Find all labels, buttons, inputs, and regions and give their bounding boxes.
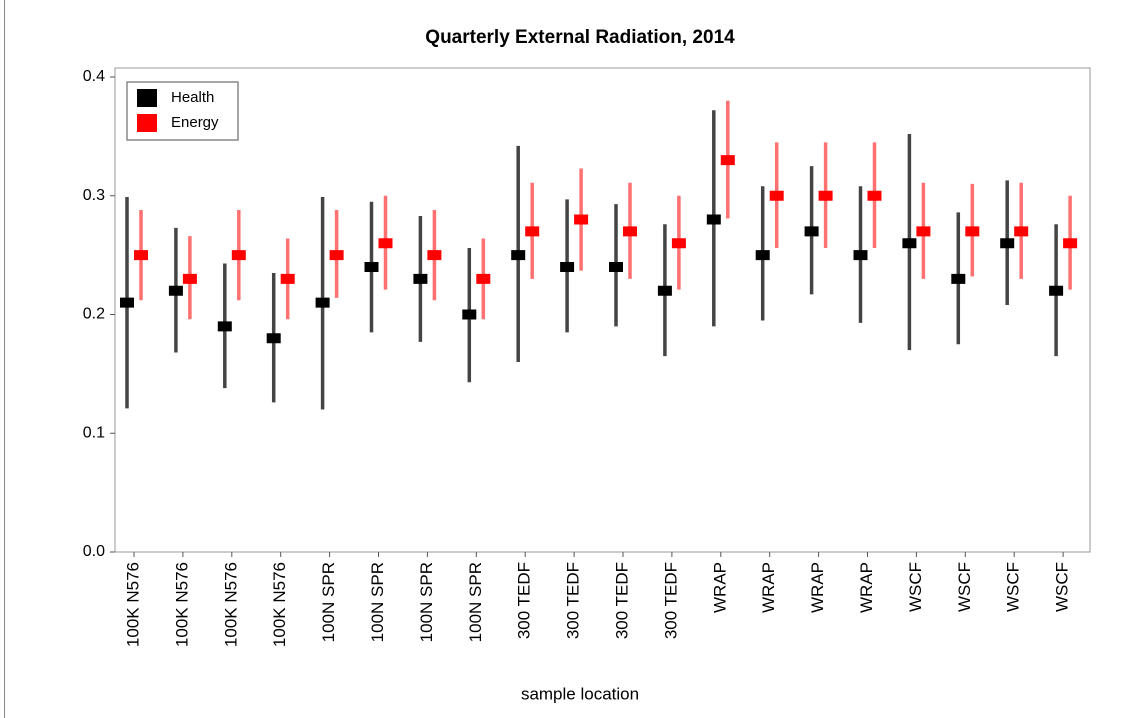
point-marker [671, 238, 686, 249]
plot-area [114, 67, 1091, 553]
point-marker [476, 273, 491, 284]
point-marker [525, 226, 540, 237]
x-tick-label: 100N SPR [319, 562, 338, 642]
legend-label: Energy [171, 114, 219, 131]
x-tick-label: WRAP [808, 562, 827, 613]
legend-swatch [137, 89, 157, 107]
point-marker [1014, 226, 1029, 237]
legend-swatch [137, 114, 157, 132]
x-tick-label: 100N SPR [417, 562, 436, 642]
y-tick-label: 0.0 [83, 543, 105, 560]
point-marker [755, 250, 770, 261]
point-marker [1063, 238, 1078, 249]
point-marker [266, 333, 281, 344]
point-marker [231, 250, 246, 261]
x-tick-label: WSCF [1004, 562, 1023, 612]
point-marker [720, 155, 735, 166]
x-tick-label: 300 TEDF [515, 562, 534, 639]
point-marker [965, 226, 980, 237]
x-tick-label: WSCF [1053, 562, 1072, 612]
x-tick-label: WRAP [710, 562, 729, 613]
point-marker [168, 285, 183, 296]
x-tick-label: 100N SPR [466, 562, 485, 642]
point-marker [769, 190, 784, 201]
x-tick-label: 100K N576 [123, 562, 142, 647]
point-marker [217, 321, 232, 332]
point-marker [378, 238, 393, 249]
y-tick-label: 0.1 [83, 424, 105, 441]
x-tick-label: 100N SPR [368, 562, 387, 642]
x-tick-label: 300 TEDF [612, 562, 631, 639]
y-tick-label: 0.3 [83, 187, 105, 204]
point-marker [804, 226, 819, 237]
x-axis-label: sample location [521, 684, 639, 703]
point-marker [280, 273, 295, 284]
x-tick-label: WRAP [759, 562, 778, 613]
x-tick-label: 100K N576 [270, 562, 289, 647]
point-marker [623, 226, 637, 237]
point-marker [902, 238, 917, 249]
point-marker [951, 273, 966, 284]
legend-label: Health [171, 89, 214, 106]
point-marker [120, 297, 134, 308]
point-marker [657, 285, 672, 296]
point-marker [867, 190, 882, 201]
point-marker [134, 250, 148, 261]
point-marker [315, 297, 330, 308]
point-marker [1049, 285, 1064, 296]
point-marker [413, 273, 428, 284]
point-marker [818, 190, 833, 201]
point-marker [427, 250, 442, 261]
x-tick-label: 300 TEDF [564, 562, 583, 639]
point-marker [182, 273, 197, 284]
x-tick-label: WRAP [857, 562, 876, 613]
point-marker [462, 309, 477, 320]
x-tick-label: WSCF [955, 562, 974, 612]
point-marker [706, 214, 721, 225]
point-marker [560, 262, 575, 272]
point-marker [609, 262, 623, 272]
x-tick-label: 100K N576 [221, 562, 240, 647]
x-tick-label: WSCF [906, 562, 925, 612]
point-marker [511, 250, 526, 261]
point-marker [916, 226, 931, 237]
point-marker [853, 250, 868, 261]
chart-title: Quarterly External Radiation, 2014 [425, 27, 735, 48]
point-marker [364, 262, 379, 272]
point-marker [329, 250, 344, 261]
x-tick-label: 100K N576 [172, 562, 191, 647]
y-tick-label: 0.2 [83, 306, 105, 323]
x-tick-label: 300 TEDF [661, 562, 680, 639]
point-marker [574, 214, 589, 225]
y-tick-label: 0.4 [83, 68, 105, 85]
point-marker [1000, 238, 1015, 249]
